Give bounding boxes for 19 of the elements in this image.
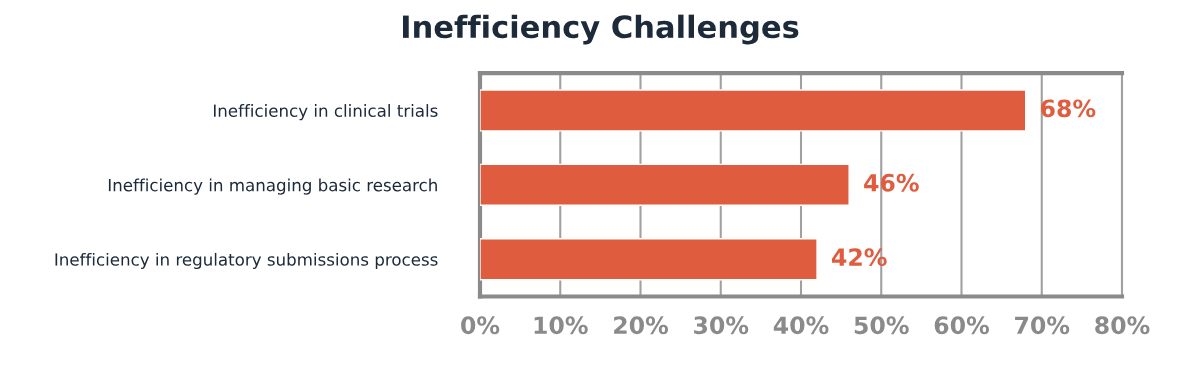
x-tick-label: 40% (773, 316, 829, 335)
y-tick-label: Inefficiency in managing basic research (108, 178, 437, 195)
bar (480, 89, 1027, 132)
x-tick-label: 10% (534, 316, 588, 335)
data-label: 42% (832, 248, 887, 267)
x-tick-label: 0% (461, 316, 500, 335)
data-label: 68% (1041, 99, 1096, 118)
bar (480, 238, 818, 281)
x-tick-label: 60% (934, 316, 990, 335)
bar (480, 163, 850, 206)
x-tick-label: 20% (614, 316, 669, 335)
x-tick-label: 50% (854, 316, 909, 335)
x-tick-label: 30% (694, 316, 749, 335)
data-label: 46% (864, 173, 919, 192)
x-tick-label: 70% (1015, 316, 1070, 335)
y-tick-label: Inefficiency in clinical trials (213, 104, 438, 121)
x-tick-label: 80% (1095, 316, 1150, 335)
y-tick-label: Inefficiency in regulatory submissions process (55, 252, 438, 270)
chart-title: Inefficiency Challenges (402, 14, 799, 45)
